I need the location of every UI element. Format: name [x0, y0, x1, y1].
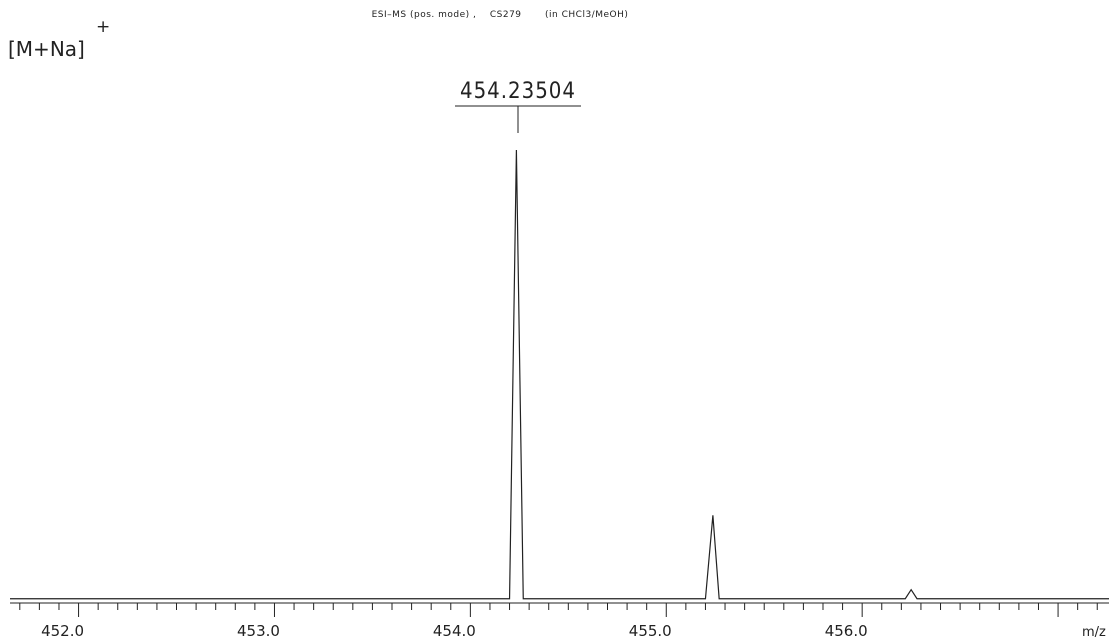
x-tick-label: 454.0: [433, 622, 476, 640]
x-tick-label: 456.0: [825, 622, 868, 640]
spectrum-line: [10, 149, 1109, 600]
annotation: [M+Na]: [8, 37, 85, 61]
x-tick-label: 452.0: [41, 622, 84, 640]
x-tick-label: 453.0: [237, 622, 280, 640]
x-axis-label: m/z: [1082, 625, 1106, 640]
chart-title: ESI–MS (pos. mode) , CS279 (in CHCl3/MeO…: [372, 10, 629, 20]
annotation-superscript: +: [96, 17, 110, 37]
peak-label: 454.23504: [460, 79, 576, 104]
x-tick-label: 455.0: [629, 622, 672, 640]
